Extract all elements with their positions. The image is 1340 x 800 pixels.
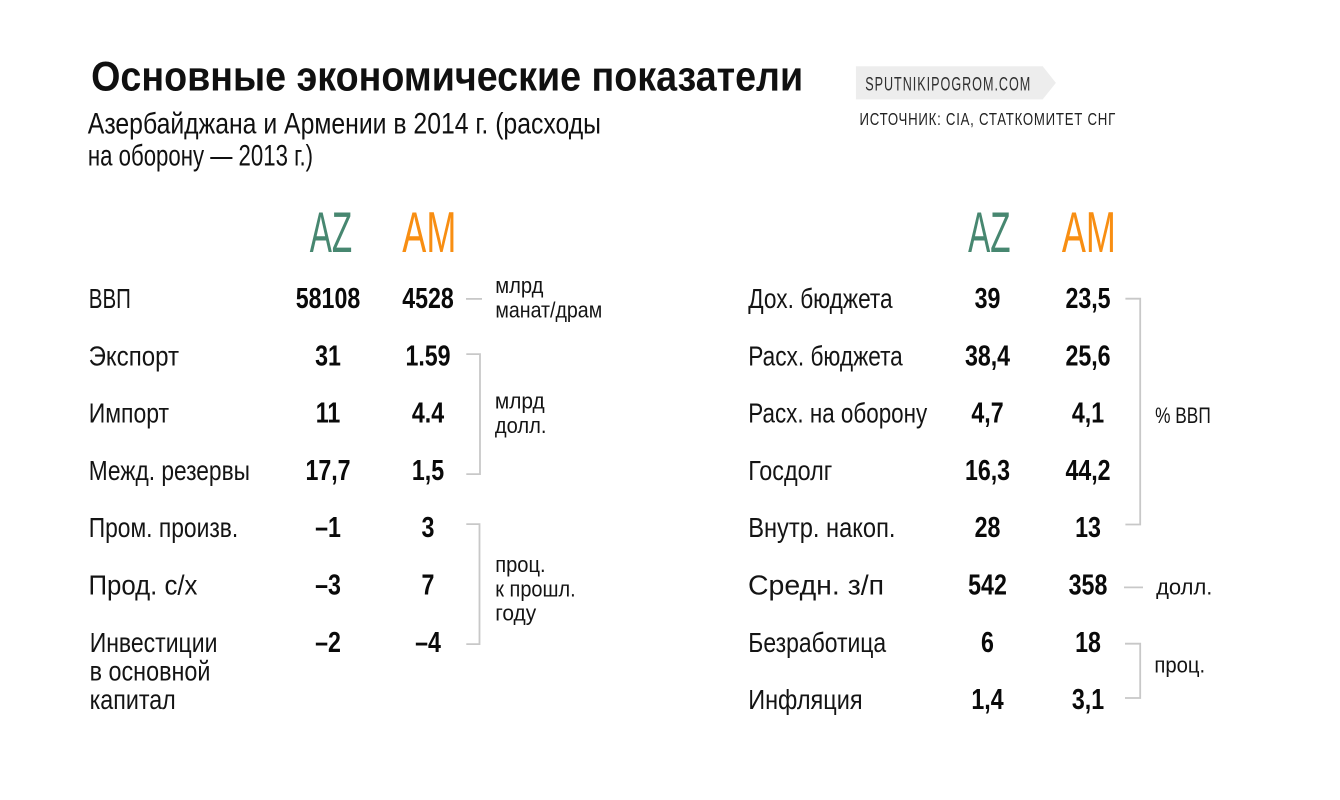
svg-text:25,6: 25,6 — [1065, 339, 1110, 372]
svg-text:Безработица: Безработица — [748, 628, 887, 659]
svg-text:Азербайджана и Армении в 2014: Азербайджана и Армении в 2014 г. (расход… — [88, 106, 601, 140]
svg-text:1,4: 1,4 — [971, 683, 1004, 716]
svg-text:Пром. произв.: Пром. произв. — [89, 513, 239, 544]
svg-text:16,3: 16,3 — [965, 454, 1010, 487]
svg-text:долл.: долл. — [495, 413, 547, 438]
svg-text:в основной: в основной — [90, 657, 211, 687]
svg-text:AZ: AZ — [310, 201, 352, 265]
svg-text:на оборону — 2013 г.): на оборону — 2013 г.) — [88, 138, 313, 172]
svg-text:Инвестиции: Инвестиции — [90, 628, 218, 659]
svg-text:–4: –4 — [415, 625, 441, 658]
svg-text:млрд: млрд — [495, 388, 545, 414]
svg-text:Экспорт: Экспорт — [89, 340, 179, 372]
svg-text:7: 7 — [422, 568, 435, 601]
svg-text:млрд: млрд — [495, 273, 544, 298]
svg-text:4528: 4528 — [402, 282, 454, 315]
svg-text:58108: 58108 — [296, 282, 360, 315]
svg-text:–1: –1 — [315, 511, 341, 544]
svg-text:23,5: 23,5 — [1065, 282, 1110, 315]
svg-text:4.4: 4.4 — [412, 396, 445, 429]
svg-text:358: 358 — [1069, 568, 1108, 601]
svg-text:AM: AM — [402, 202, 456, 265]
svg-text:28: 28 — [975, 511, 1001, 544]
svg-text:6: 6 — [981, 625, 994, 658]
svg-text:Средн. з/п: Средн. з/п — [748, 570, 884, 601]
svg-text:13: 13 — [1075, 511, 1101, 544]
svg-text:проц.: проц. — [1154, 653, 1205, 678]
svg-text:к прошл.: к прошл. — [495, 577, 575, 601]
svg-text:18: 18 — [1075, 625, 1101, 658]
svg-text:AM: AM — [1062, 202, 1116, 265]
svg-text:Инфляция: Инфляция — [748, 685, 862, 715]
svg-text:долл.: долл. — [1156, 575, 1212, 600]
svg-text:манат/драм: манат/драм — [495, 298, 602, 322]
svg-text:17,7: 17,7 — [305, 454, 350, 487]
svg-text:–2: –2 — [315, 625, 341, 658]
svg-text:1.59: 1.59 — [405, 339, 450, 372]
svg-text:AZ: AZ — [968, 201, 1010, 265]
svg-text:38,4: 38,4 — [965, 339, 1011, 372]
svg-text:Расх. на оборону: Расх. на оборону — [748, 398, 927, 429]
svg-text:44,2: 44,2 — [1065, 454, 1110, 487]
svg-text:11: 11 — [316, 396, 341, 429]
svg-text:году: году — [495, 600, 536, 626]
svg-text:ВВП: ВВП — [89, 284, 131, 315]
svg-text:1,5: 1,5 — [412, 454, 444, 487]
svg-text:31: 31 — [315, 339, 341, 372]
svg-text:Внутр. накоп.: Внутр. накоп. — [748, 514, 895, 544]
svg-text:Прод. с/х: Прод. с/х — [89, 570, 199, 601]
svg-text:Расх. бюджета: Расх. бюджета — [748, 341, 903, 372]
svg-text:542: 542 — [968, 568, 1007, 601]
svg-text:3,1: 3,1 — [1072, 683, 1104, 716]
svg-text:4,1: 4,1 — [1072, 396, 1104, 429]
svg-text:SPUTNIKIPOGROM.COM: SPUTNIKIPOGROM.COM — [865, 74, 1031, 95]
svg-text:3: 3 — [422, 511, 435, 544]
svg-text:Межд. резервы: Межд. резервы — [89, 456, 250, 487]
svg-text:проц.: проц. — [495, 552, 545, 577]
svg-text:Дох. бюджета: Дох. бюджета — [748, 284, 893, 315]
svg-text:Импорт: Импорт — [89, 399, 170, 430]
svg-text:% ВВП: % ВВП — [1155, 404, 1211, 429]
svg-text:ИСТОЧНИК: CIA, СТАТКОМИТЕТ СНГ: ИСТОЧНИК: CIA, СТАТКОМИТЕТ СНГ — [860, 110, 1116, 129]
svg-text:39: 39 — [975, 282, 1001, 315]
svg-text:–3: –3 — [315, 568, 341, 601]
svg-text:Госдолг: Госдолг — [748, 456, 832, 486]
svg-text:4,7: 4,7 — [971, 396, 1003, 429]
svg-text:Основные экономические показат: Основные экономические показатели — [91, 54, 803, 100]
svg-text:капитал: капитал — [90, 685, 176, 715]
